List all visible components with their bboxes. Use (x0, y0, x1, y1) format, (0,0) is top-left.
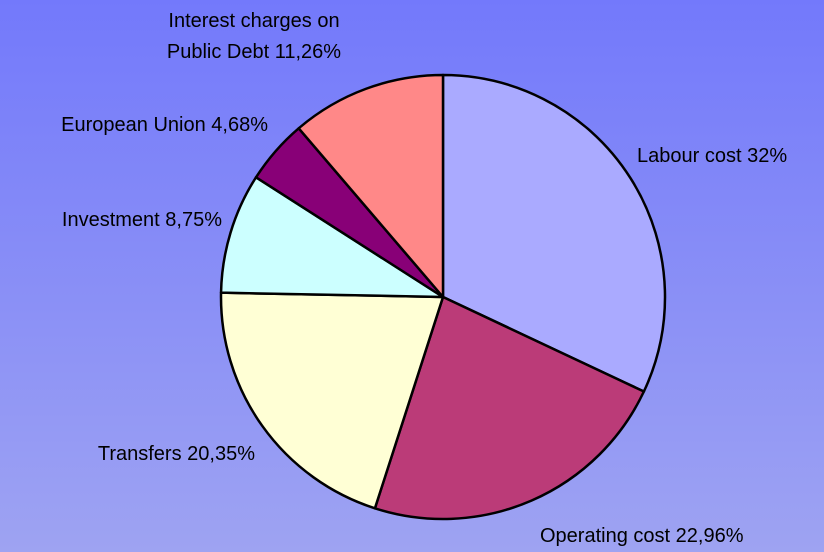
pie-slice (373, 295, 646, 521)
data-label: European Union 4,68% (61, 110, 268, 141)
value-label: 32% (747, 145, 788, 167)
data-label: Transfers 20,35% (98, 439, 255, 470)
category-label: Operating cost (540, 525, 671, 547)
value-label: 8,75% (165, 209, 222, 231)
value-label: 11,26% (274, 41, 342, 63)
pie-slice (297, 73, 445, 299)
pie-slice (219, 176, 445, 299)
data-label: Investment 8,75% (62, 205, 222, 236)
category-label: Labour cost (637, 145, 742, 167)
category-label: Transfers (97, 443, 182, 465)
data-label: Operating cost 22,96% (540, 521, 743, 552)
pie-slice (441, 73, 667, 393)
value-label: 20,35% (187, 443, 255, 465)
category-label: European Union (61, 114, 206, 136)
category-label: Investment (61, 209, 160, 231)
pie-slice (219, 291, 445, 510)
category-label: Interest charges on Public Debt (166, 10, 340, 63)
data-label: Interest charges on Public Debt 11,26% (141, 6, 367, 68)
value-label: 4,68% (211, 114, 268, 136)
value-label: 22,96% (675, 525, 744, 547)
data-label: Labour cost 32% (637, 141, 787, 172)
